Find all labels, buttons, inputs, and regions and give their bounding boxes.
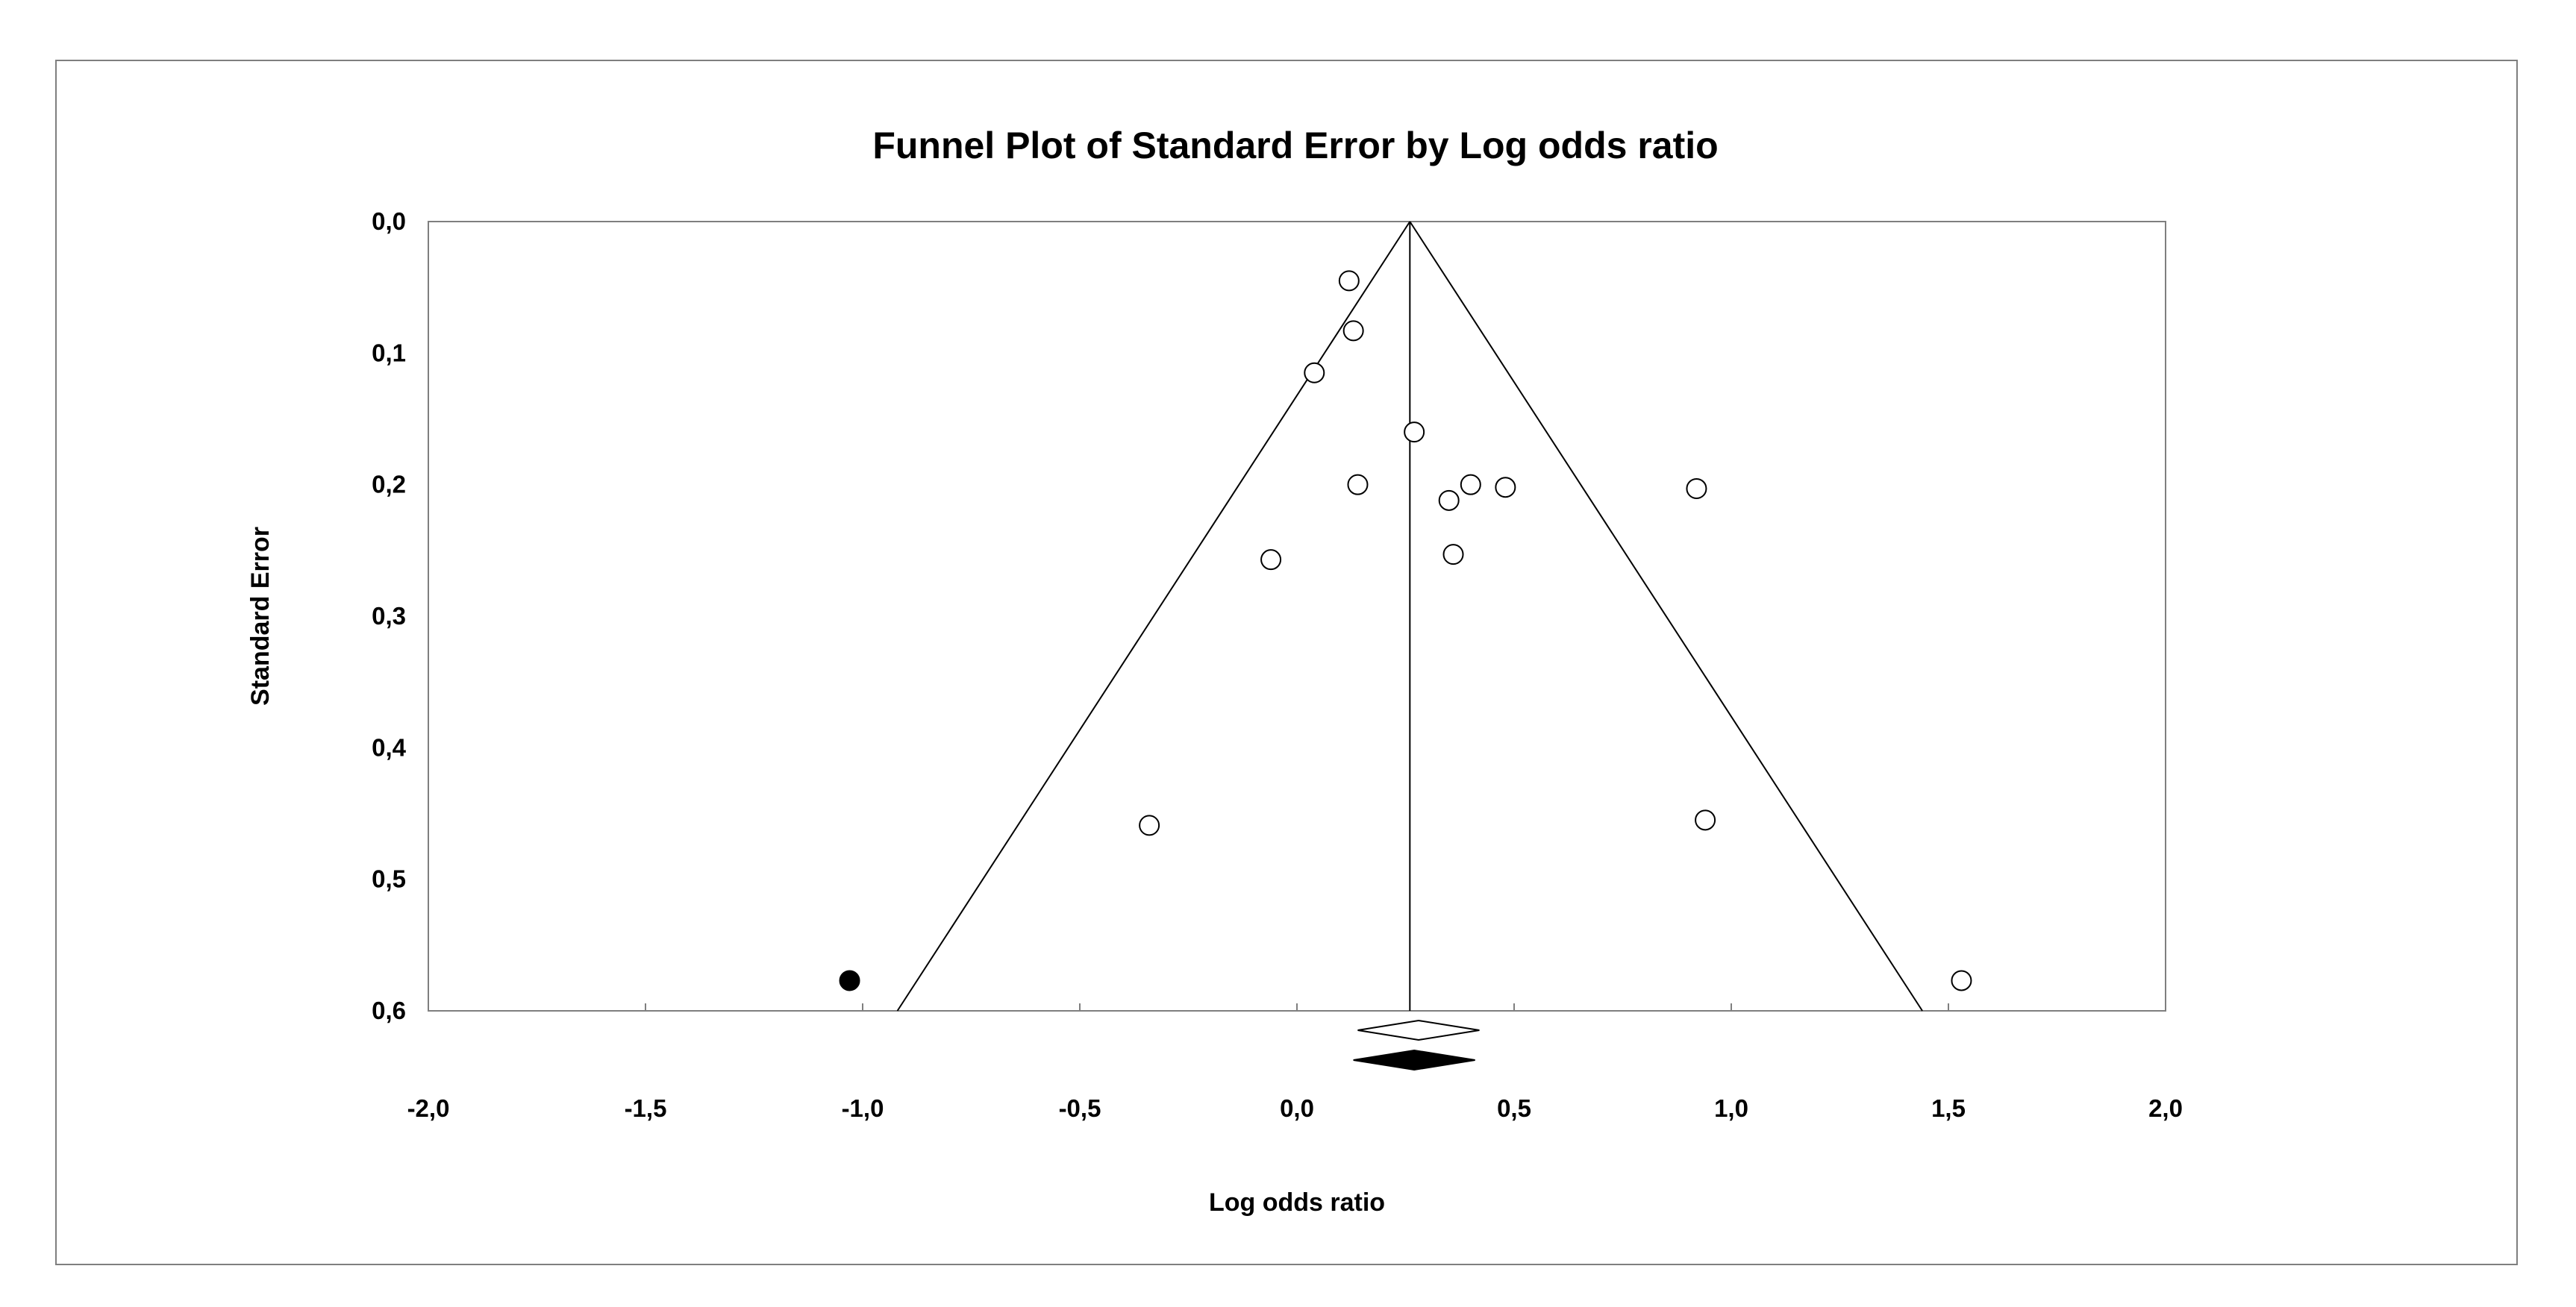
x-tick-label: -2,0 <box>407 1094 450 1122</box>
x-axis-tick-labels: -2,0 -1,5 -1,0 -0,5 0,0 0,5 1,0 1,5 2,0 <box>407 1094 2183 1122</box>
adjusted-summary-diamond <box>1353 1049 1475 1071</box>
y-axis-label: Standard Error <box>246 527 275 706</box>
y-tick-label: 0,0 <box>372 207 406 235</box>
funnel-lines <box>896 221 1923 1012</box>
study-point <box>1695 809 1716 831</box>
study-point <box>1686 477 1707 499</box>
chart-frame <box>55 60 2518 1265</box>
x-tick-label: 1,5 <box>1931 1094 1966 1122</box>
observed-summary-diamond <box>1357 1019 1480 1041</box>
x-tick-label: -1,5 <box>625 1094 667 1122</box>
x-tick-label: 0,0 <box>1280 1094 1314 1122</box>
x-axis-tick-marks <box>428 1003 2166 1011</box>
y-tick-label: 0,1 <box>372 339 406 366</box>
x-axis-label: Log odds ratio <box>1209 1188 1385 1217</box>
x-tick-label: 1,0 <box>1714 1094 1748 1122</box>
x-tick-label: 0,5 <box>1497 1094 1531 1122</box>
y-tick-label: 0,2 <box>372 471 406 498</box>
chart-title: Funnel Plot of Standard Error by Log odd… <box>872 125 1718 166</box>
study-point <box>1404 421 1425 443</box>
plot-area <box>428 221 2166 1012</box>
imputed-study-point <box>839 970 860 991</box>
y-axis-tick-labels: 0,0 0,1 0,2 0,3 0,4 0,5 0,6 <box>372 207 407 1024</box>
y-tick-label: 0,5 <box>372 865 406 893</box>
study-point <box>1495 477 1516 498</box>
funnel-left-line <box>896 221 1411 1012</box>
x-tick-label: -1,0 <box>842 1094 884 1122</box>
study-point <box>1338 270 1360 292</box>
y-tick-label: 0,4 <box>372 733 407 761</box>
study-point <box>1139 815 1160 836</box>
study-point <box>1442 544 1464 565</box>
study-point <box>1260 549 1282 571</box>
study-point <box>1951 970 1972 991</box>
study-point <box>1438 489 1460 511</box>
summary-diamonds <box>1353 1019 1480 1071</box>
study-point <box>1347 474 1369 495</box>
study-point <box>1304 362 1325 383</box>
funnel-right-line <box>1409 221 1923 1012</box>
study-point <box>1460 474 1481 495</box>
x-tick-label: 2,0 <box>2148 1094 2183 1122</box>
study-point <box>1342 320 1364 342</box>
y-tick-label: 0,3 <box>372 602 406 630</box>
x-tick-label: -0,5 <box>1059 1094 1101 1122</box>
data-points <box>839 270 1972 991</box>
y-tick-label: 0,6 <box>372 997 406 1024</box>
